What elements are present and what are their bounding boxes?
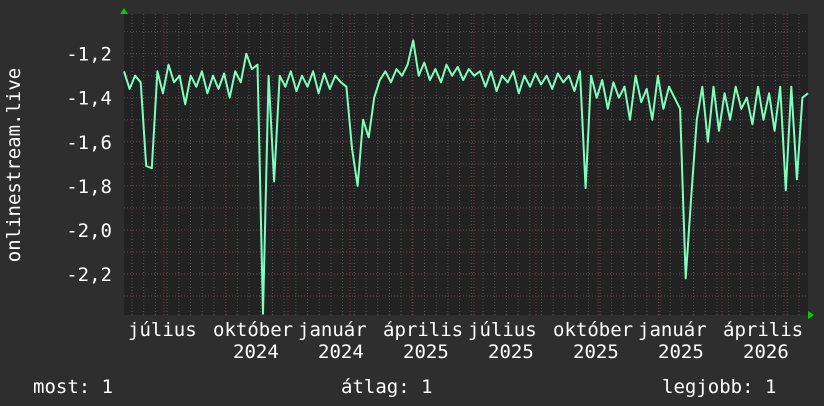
x-tick-month-label: július [468,319,537,341]
x-tick-year-label: 2025 [403,341,449,363]
y-tick-label: -2,0 [66,220,112,242]
x-tick-year-label: 2026 [743,341,789,363]
x-tick-month-label: január [638,319,707,341]
x-tick-month-label: október [213,319,293,341]
y-tick-label: -1,2 [66,44,112,66]
x-ticks: július október2024január2024április2025jú… [128,319,803,363]
x-tick-month-label: július [128,319,197,341]
y-axis-arrow-icon [120,8,128,14]
x-tick-month-label: április [723,319,803,341]
x-tick-year-label: 2024 [233,341,279,363]
x-tick-year-label: 2025 [658,341,704,363]
y-ticks: -1,2 -1,4 -1,6 -1,8 -2,0 -2,2 [66,44,112,286]
y-axis-label: onlinestream.live [3,68,25,262]
y-tick-label: -1,8 [66,176,112,198]
grid [124,14,808,315]
x-tick-month-label: január [298,319,367,341]
legend-avg: átlag: 1 [341,376,433,398]
x-tick-year-label: 2024 [318,341,364,363]
x-tick-month-label: április [383,319,463,341]
x-axis-arrow-icon [808,311,814,319]
x-tick-year-label: 2025 [488,341,534,363]
legend-now: most: 1 [33,376,113,398]
y-tick-label: -1,4 [66,88,112,110]
series-line [123,39,809,315]
y-tick-label: -1,6 [66,132,112,154]
legend-max: legjobb: 1 [662,376,776,398]
y-tick-label: -2,2 [66,264,112,286]
x-tick-year-label: 2025 [573,341,619,363]
x-tick-month-label: október [553,319,633,341]
